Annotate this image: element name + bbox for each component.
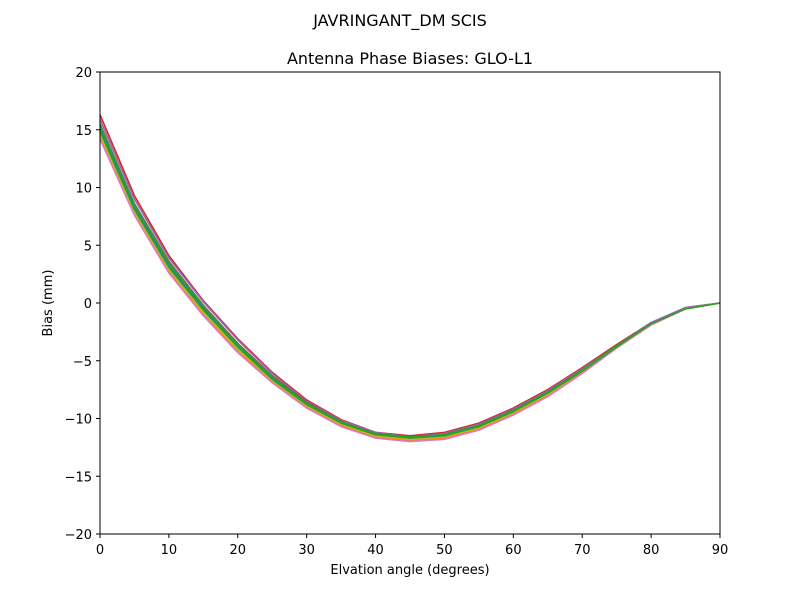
x-tick-label: 20	[230, 543, 247, 558]
series-line-1	[99, 114, 721, 437]
x-tick-label: 10	[161, 543, 178, 558]
chart-suptitle: JAVRINGANT_DM SCIS	[312, 11, 487, 31]
x-tick-label: 90	[712, 543, 729, 558]
y-tick-label: −15	[65, 470, 92, 485]
y-axis: −20 −15 −10 −5 0 5 10 15 20	[65, 66, 100, 543]
y-tick-label: 20	[75, 66, 92, 81]
x-tick-label: 0	[96, 543, 104, 558]
x-tick-label: 40	[367, 543, 384, 558]
y-tick-label: −5	[73, 355, 92, 370]
y-tick-label: 10	[75, 182, 92, 197]
x-tick-label: 80	[643, 543, 660, 558]
y-tick-label: 5	[84, 239, 92, 254]
x-axis: 0 10 20 30 40 50 60 70 80 90	[96, 534, 728, 558]
y-tick-label: −10	[65, 413, 92, 428]
y-axis-label: Bias (mm)	[41, 270, 56, 337]
series-line-8	[99, 124, 721, 438]
series-line-11	[99, 130, 721, 439]
x-tick-label: 60	[505, 543, 522, 558]
x-tick-label: 30	[298, 543, 315, 558]
y-tick-label: 15	[75, 124, 92, 139]
y-tick-label: −20	[65, 528, 92, 543]
chart-title: Antenna Phase Biases: GLO-L1	[287, 49, 533, 68]
series-line-6	[99, 131, 721, 441]
series-line-4	[99, 127, 721, 439]
series-line-3	[99, 123, 721, 438]
x-axis-label: Elvation angle (degrees)	[330, 563, 489, 578]
series-layer	[99, 114, 721, 443]
series-line-10	[99, 138, 721, 443]
series-line-2	[99, 119, 721, 438]
y-tick-label: 0	[84, 297, 92, 312]
x-tick-label: 70	[574, 543, 591, 558]
x-tick-label: 50	[436, 543, 453, 558]
series-line-5	[99, 129, 721, 439]
